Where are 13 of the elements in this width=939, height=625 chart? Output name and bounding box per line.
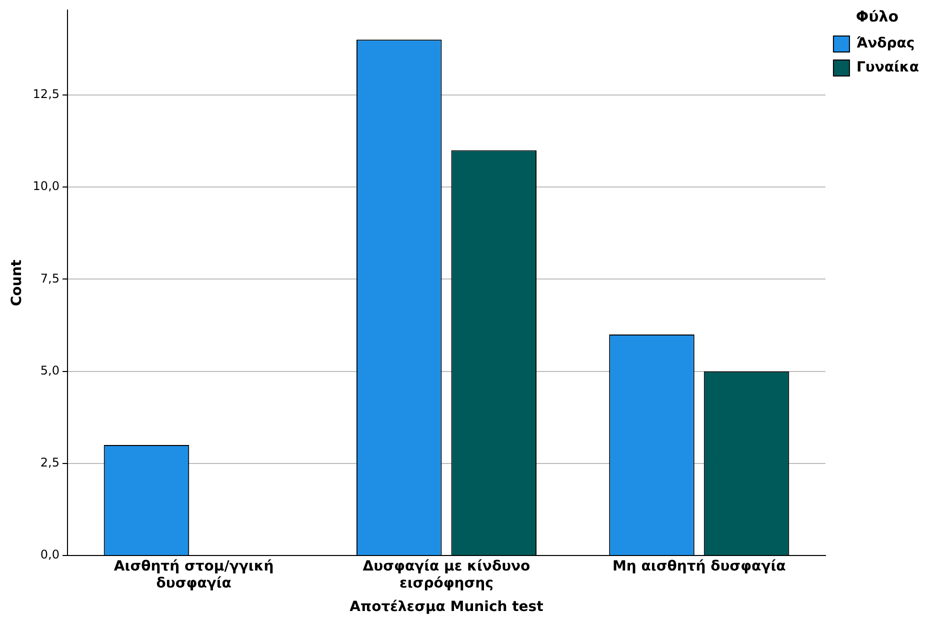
y-tick-label: 0,0	[40, 548, 60, 562]
y-axis-title: Count	[9, 259, 26, 306]
x-tick-label: Αισθητή στομ/γγική δυσφαγία	[114, 558, 274, 592]
legend-label: Άνδρας	[856, 36, 915, 52]
legend-label: Γυναίκα	[856, 60, 920, 76]
y-tick-label: 12,5	[32, 87, 60, 102]
x-axis-title: Αποτέλεσμα Munich test	[350, 599, 544, 616]
y-tick-label: 10,0	[32, 179, 60, 194]
x-tick-label: Δυσφαγία με κίνδυνο εισρόφησης	[362, 558, 531, 592]
y-tick-label: 5,0	[40, 363, 60, 378]
y-tick-label: 2,5	[40, 456, 60, 470]
x-tick-label: Μη αισθητή δυσφαγία	[612, 558, 786, 575]
y-tick-label: 7,5	[40, 271, 60, 286]
